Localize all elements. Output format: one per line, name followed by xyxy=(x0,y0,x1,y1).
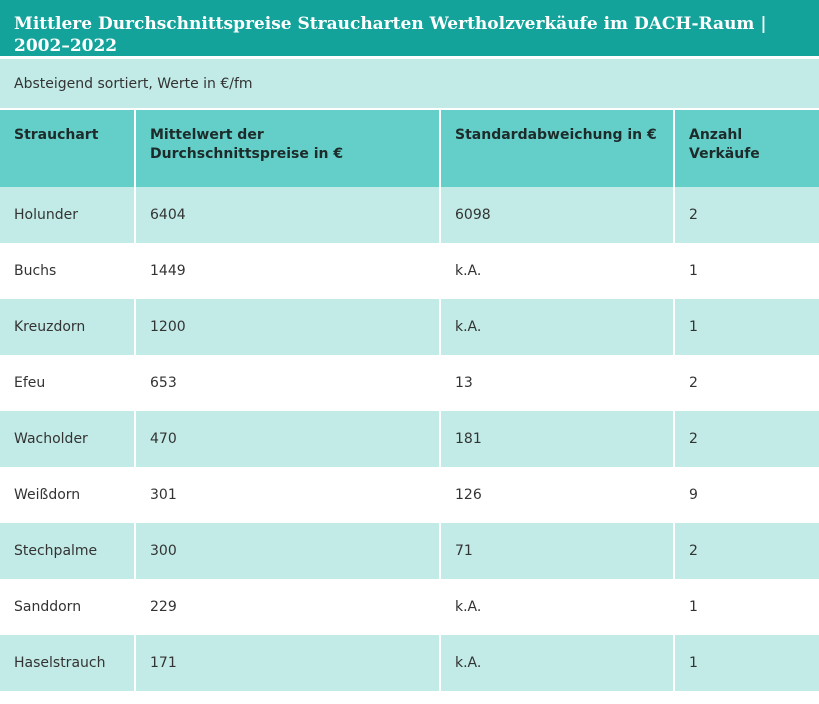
cell-anzahl: 1 xyxy=(674,299,819,355)
chart-title: Mittlere Durchschnittspreise Straucharte… xyxy=(0,0,819,56)
data-table: Strauchart Mittelwert der Durchschnittsp… xyxy=(0,108,819,691)
table-row: Buchs 1449 k.A. 1 xyxy=(0,243,819,299)
table-row: Weißdorn 301 126 9 xyxy=(0,467,819,523)
cell-anzahl: 1 xyxy=(674,243,819,299)
cell-mittelwert: 653 xyxy=(135,355,441,411)
cell-anzahl: 2 xyxy=(674,411,819,467)
cell-mittelwert: 470 xyxy=(135,411,441,467)
cell-strauchart: Stechpalme xyxy=(0,523,136,579)
cell-mittelwert: 171 xyxy=(135,635,441,691)
cell-strauchart: Haselstrauch xyxy=(0,635,136,691)
cell-standardabweichung: 181 xyxy=(440,411,675,467)
table-row: Wacholder 470 181 2 xyxy=(0,411,819,467)
table-row: Kreuzdorn 1200 k.A. 1 xyxy=(0,299,819,355)
cell-standardabweichung: k.A. xyxy=(440,299,675,355)
column-header-strauchart: Strauchart xyxy=(0,108,136,187)
cell-standardabweichung: 126 xyxy=(440,467,675,523)
cell-standardabweichung: 71 xyxy=(440,523,675,579)
cell-standardabweichung: k.A. xyxy=(440,579,675,635)
chart-subtitle: Absteigend sortiert, Werte in €/fm xyxy=(0,56,819,108)
cell-standardabweichung: k.A. xyxy=(440,243,675,299)
cell-strauchart: Kreuzdorn xyxy=(0,299,136,355)
column-header-anzahl: Anzahl Verkäufe xyxy=(674,108,819,187)
table-row: Sanddorn 229 k.A. 1 xyxy=(0,579,819,635)
cell-anzahl: 2 xyxy=(674,187,819,243)
cell-anzahl: 1 xyxy=(674,579,819,635)
cell-anzahl: 2 xyxy=(674,523,819,579)
cell-strauchart: Weißdorn xyxy=(0,467,136,523)
cell-mittelwert: 1449 xyxy=(135,243,441,299)
cell-strauchart: Holunder xyxy=(0,187,136,243)
cell-strauchart: Sanddorn xyxy=(0,579,136,635)
table-body: Holunder 6404 6098 2 Buchs 1449 k.A. 1 Kreuzdorn… xyxy=(0,187,819,691)
table-row: Holunder 6404 6098 2 xyxy=(0,187,819,243)
cell-mittelwert: 301 xyxy=(135,467,441,523)
cell-anzahl: 1 xyxy=(674,635,819,691)
table-row: Haselstrauch 171 k.A. 1 xyxy=(0,635,819,691)
cell-mittelwert: 229 xyxy=(135,579,441,635)
column-header-mittelwert: Mittelwert der Durchschnittspreise in € xyxy=(135,108,441,187)
cell-anzahl: 2 xyxy=(674,355,819,411)
cell-anzahl: 9 xyxy=(674,467,819,523)
table-header-row: Strauchart Mittelwert der Durchschnittsp… xyxy=(0,108,819,187)
cell-strauchart: Wacholder xyxy=(0,411,136,467)
cell-strauchart: Buchs xyxy=(0,243,136,299)
cell-mittelwert: 6404 xyxy=(135,187,441,243)
column-header-standardabweichung: Standardabweichung in € xyxy=(440,108,675,187)
table-row: Stechpalme 300 71 2 xyxy=(0,523,819,579)
cell-strauchart: Efeu xyxy=(0,355,136,411)
table-row: Efeu 653 13 2 xyxy=(0,355,819,411)
cell-standardabweichung: 6098 xyxy=(440,187,675,243)
cell-mittelwert: 300 xyxy=(135,523,441,579)
cell-mittelwert: 1200 xyxy=(135,299,441,355)
cell-standardabweichung: 13 xyxy=(440,355,675,411)
cell-standardabweichung: k.A. xyxy=(440,635,675,691)
